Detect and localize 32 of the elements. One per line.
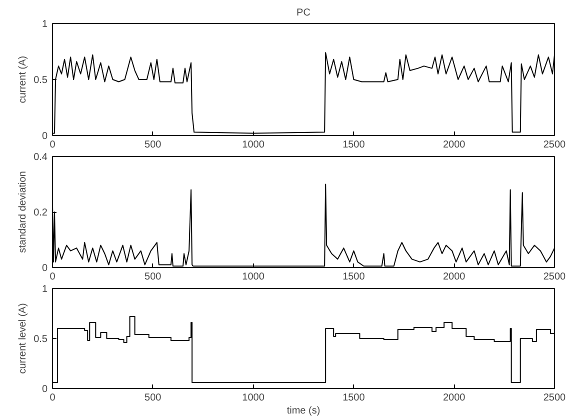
x-tick-label: 500 <box>144 392 162 404</box>
x-tick-label: 0 <box>50 272 56 282</box>
y-tick-label: 0 <box>42 263 48 274</box>
x-tick-label: 500 <box>144 140 162 150</box>
y-tick-label: 1 <box>42 19 48 30</box>
x-tick-label: 2500 <box>543 140 566 150</box>
y-tick-label: 0 <box>42 131 48 142</box>
y-axis-title: current level (A) <box>18 303 29 374</box>
x-tick-label: 1000 <box>242 140 265 150</box>
y-tick-label: 0.5 <box>34 75 48 86</box>
x-tick-label: 2000 <box>442 272 466 282</box>
x-tick-label: 0 <box>50 140 56 150</box>
x-tick-label: 0 <box>50 392 56 404</box>
x-tick-label: 2000 <box>442 392 466 404</box>
x-tick-label: 1000 <box>242 272 265 282</box>
x-tick-label: 2500 <box>543 392 566 404</box>
x-tick-label: 2000 <box>442 140 466 150</box>
chart-title: PC <box>296 8 310 18</box>
y-tick-label: 0.4 <box>34 152 48 163</box>
y-axis-title: current (A) <box>18 56 29 104</box>
x-tick-label: 1500 <box>342 272 366 282</box>
x-tick-label: 1500 <box>342 140 366 150</box>
x-tick-label: 500 <box>144 272 162 282</box>
y-axis-title: standard deviation <box>18 171 29 253</box>
y-tick-label: 0.5 <box>34 334 48 345</box>
x-axis-title: time (s) <box>286 406 320 416</box>
x-tick-label: 1000 <box>242 392 265 404</box>
x-tick-label: 1500 <box>342 392 366 404</box>
y-tick-label: 1 <box>42 284 48 295</box>
y-tick-label: 0.2 <box>34 208 48 218</box>
x-tick-label: 2500 <box>543 272 566 282</box>
y-tick-label: 0 <box>42 384 48 395</box>
